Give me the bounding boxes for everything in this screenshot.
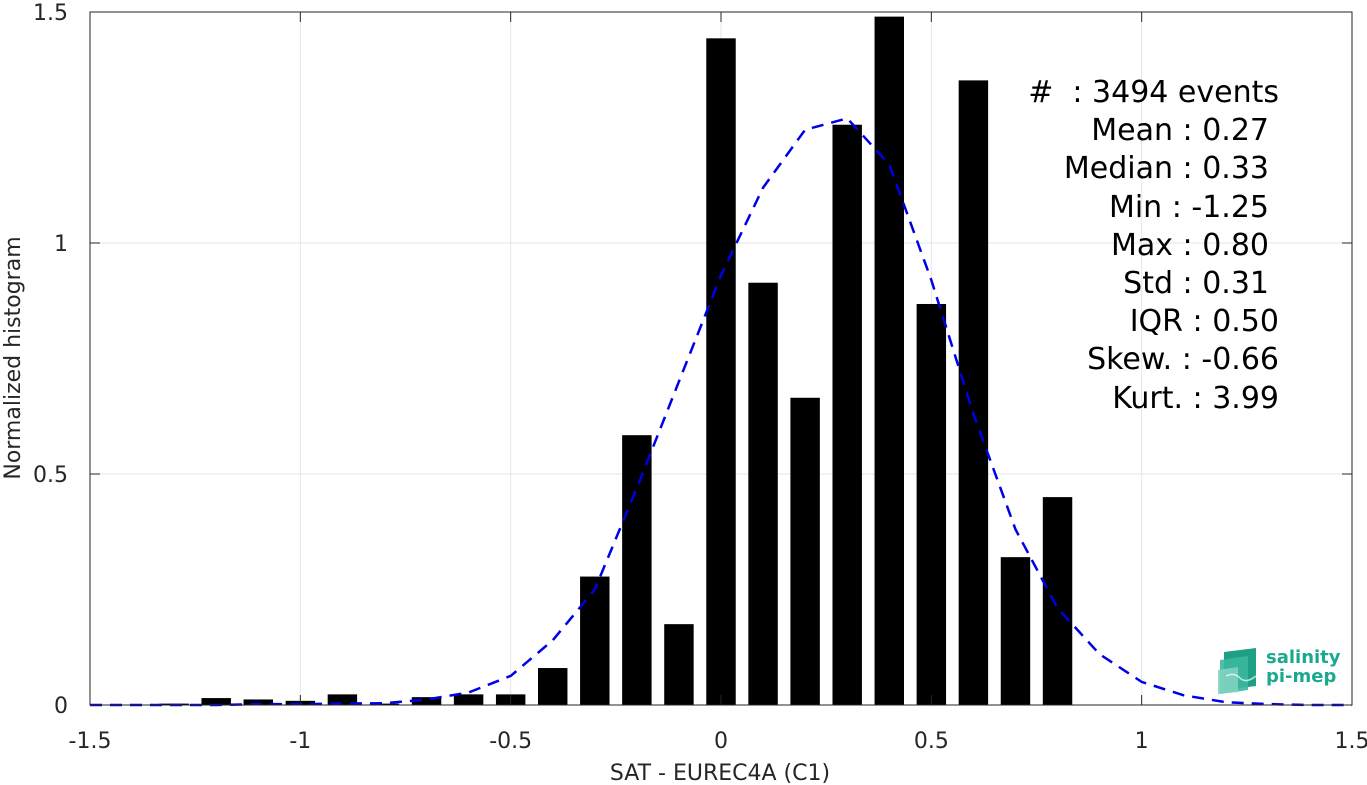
histogram-bar (327, 694, 358, 705)
x-tick-label: 1.5 (1335, 729, 1367, 754)
y-axis-label: Normalized histogram (1, 236, 26, 479)
histogram-bar (832, 124, 862, 705)
salinity-pi-mep-logo: salinity pi-mep (1216, 646, 1346, 694)
stat-max: Max : 0.80 (1111, 227, 1269, 263)
histogram-bar (706, 38, 736, 706)
stat-iqr: IQR : 0.50 (1129, 304, 1279, 340)
logo-line2: pi-mep (1266, 666, 1337, 687)
histogram-bar (1000, 557, 1031, 705)
stat-min: Min : -1.25 (1108, 189, 1269, 225)
y-tick-label: 0 (54, 694, 68, 719)
histogram-bar (369, 703, 400, 705)
histogram-bar (538, 668, 568, 705)
x-axis-label: SAT - EUREC4A (C1) (610, 761, 830, 785)
x-tick-label: -1.5 (69, 729, 112, 754)
statistics-annotation: # : 3494 events Mean : 0.27 Median : 0.3… (1028, 74, 1279, 418)
stat-events: # : 3494 events (1028, 75, 1279, 110)
histogram-bar (201, 698, 231, 705)
x-tick-label: 0.5 (914, 729, 949, 754)
axes-group: -1.5 -1 -0.5 0 0.5 1 1.5 0 0.5 1 1.5 (33, 1, 1367, 754)
histogram-bar (411, 697, 442, 705)
bars-group (159, 16, 1073, 706)
histogram-bar (243, 699, 273, 705)
salinity-pi-mep-logo-icon (1218, 648, 1257, 694)
histogram-bar (1042, 497, 1073, 705)
histogram-bar (748, 282, 778, 705)
histogram-bar (958, 80, 989, 706)
x-tick-label: -1 (289, 729, 311, 754)
histogram-bar (790, 397, 820, 705)
histogram-bar (664, 624, 694, 705)
x-tick-label: -0.5 (489, 729, 532, 754)
x-tick-label: 1 (1135, 729, 1149, 754)
x-tick-label: 0 (714, 729, 728, 754)
stat-mean: Mean : 0.27 (1091, 113, 1269, 149)
histogram-bar (453, 694, 484, 705)
histogram-bar (916, 303, 947, 705)
stat-median: Median : 0.33 (1063, 151, 1269, 187)
y-tick-label: 1.5 (33, 1, 68, 26)
stat-kurt: Kurt. : 3.99 (1112, 380, 1279, 416)
histogram-bar (874, 16, 904, 706)
y-tick-label: 1 (54, 232, 68, 257)
logo-line1: salinity (1266, 647, 1341, 668)
histogram-bar (580, 576, 610, 705)
histogram-bar (622, 435, 652, 705)
y-tick-label: 0.5 (33, 463, 68, 488)
stat-std: Std : 0.31 (1123, 266, 1269, 302)
stat-skew: Skew. : -0.66 (1087, 342, 1279, 378)
